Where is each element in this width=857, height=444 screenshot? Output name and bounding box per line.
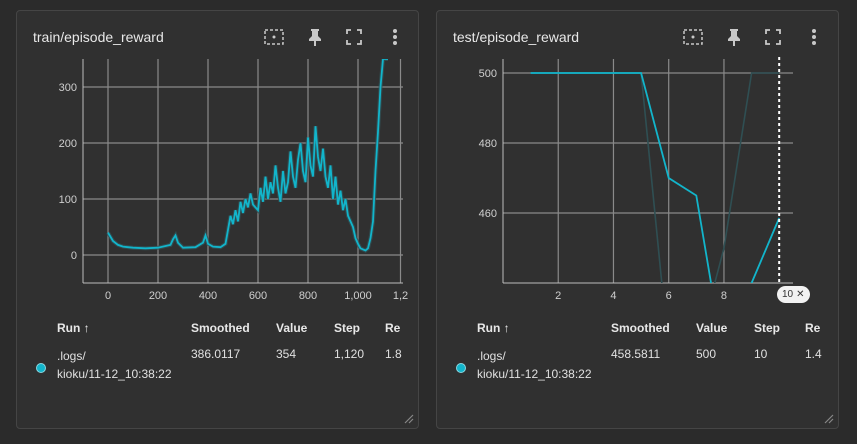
hover-step-value: 10 bbox=[782, 289, 794, 300]
series-line-raw bbox=[530, 72, 780, 283]
col-value[interactable]: Value bbox=[276, 321, 308, 335]
x-tick-label: 1,2 bbox=[393, 290, 408, 302]
fit-domain-icon[interactable] bbox=[264, 27, 284, 47]
col-step[interactable]: Step bbox=[754, 321, 781, 335]
train-reward-chart[interactable]: 0 200 400 600 800 1,000 1,2 0 100 200 300 bbox=[17, 51, 420, 316]
x-tick-label: 8 bbox=[721, 290, 727, 302]
cell-smoothed: 386.0117 bbox=[191, 347, 241, 361]
x-tick-label: 1,000 bbox=[344, 290, 372, 302]
y-tick-label: 100 bbox=[59, 194, 77, 206]
x-tick-label: 4 bbox=[610, 290, 616, 302]
col-run[interactable]: Run ↑ bbox=[57, 321, 90, 335]
col-relative[interactable]: Re bbox=[385, 321, 401, 335]
y-tick-label: 300 bbox=[59, 82, 77, 94]
run-color-dot bbox=[456, 363, 466, 373]
x-tick-label: 200 bbox=[149, 290, 167, 302]
col-step[interactable]: Step bbox=[334, 321, 361, 335]
x-tick-label: 600 bbox=[249, 290, 267, 302]
hover-step-chip[interactable]: 10 ✕ bbox=[777, 286, 810, 303]
run-name: .logs/ kioku/11-12_10:38:22 bbox=[477, 349, 592, 381]
cell-relative: 1.8 bbox=[385, 347, 402, 361]
chart-card-test-episode-reward: test/episode_reward 2 4 6 8 460 480 500 10 ✕ R… bbox=[436, 10, 839, 429]
pin-icon[interactable] bbox=[305, 27, 325, 47]
x-tick-label: 800 bbox=[299, 290, 317, 302]
col-run[interactable]: Run ↑ bbox=[477, 321, 510, 335]
cell-step: 10 bbox=[754, 347, 768, 361]
fit-domain-icon[interactable] bbox=[683, 27, 703, 47]
y-tick-label: 0 bbox=[71, 250, 77, 262]
series-raw-shadow bbox=[106, 59, 388, 253]
x-tick-label: 6 bbox=[666, 290, 672, 302]
more-vert-icon[interactable] bbox=[385, 27, 405, 47]
arrow-up-icon: ↑ bbox=[83, 321, 90, 335]
x-tick-label: 2 bbox=[555, 290, 561, 302]
close-icon[interactable]: ✕ bbox=[796, 289, 805, 300]
col-value[interactable]: Value bbox=[696, 321, 728, 335]
run-name: .logs/ kioku/11-12_10:38:22 bbox=[57, 349, 172, 381]
card-title: train/episode_reward bbox=[33, 29, 164, 45]
arrow-up-icon: ↑ bbox=[503, 321, 510, 335]
run-color-dot bbox=[36, 363, 46, 373]
y-tick-label: 460 bbox=[479, 208, 497, 220]
x-tick-label: 0 bbox=[105, 290, 111, 302]
fullscreen-icon[interactable] bbox=[763, 27, 783, 47]
series-line-smoothed bbox=[530, 72, 781, 283]
col-relative[interactable]: Re bbox=[805, 321, 821, 335]
resize-handle-icon[interactable] bbox=[402, 412, 414, 424]
y-tick-label: 480 bbox=[479, 138, 497, 150]
cell-value: 500 bbox=[696, 347, 717, 361]
pin-icon[interactable] bbox=[724, 27, 744, 47]
more-vert-icon[interactable] bbox=[804, 27, 824, 47]
y-tick-label: 200 bbox=[59, 138, 77, 150]
fullscreen-icon[interactable] bbox=[344, 27, 364, 47]
col-smoothed[interactable]: Smoothed bbox=[611, 321, 670, 335]
series-line-main bbox=[107, 59, 388, 252]
cell-relative: 1.4 bbox=[805, 347, 822, 361]
cell-smoothed: 458.5811 bbox=[611, 347, 661, 361]
card-title: test/episode_reward bbox=[453, 29, 580, 45]
cell-value: 354 bbox=[276, 347, 297, 361]
cell-step: 1,120 bbox=[334, 347, 365, 361]
col-smoothed[interactable]: Smoothed bbox=[191, 321, 250, 335]
test-reward-chart[interactable]: 2 4 6 8 460 480 500 bbox=[437, 51, 840, 316]
resize-handle-icon[interactable] bbox=[822, 412, 834, 424]
y-tick-label: 500 bbox=[479, 68, 497, 80]
chart-card-train-episode-reward: train/episode_reward 0 200 400 600 800 1,000 1… bbox=[16, 10, 419, 429]
x-tick-label: 400 bbox=[199, 290, 217, 302]
